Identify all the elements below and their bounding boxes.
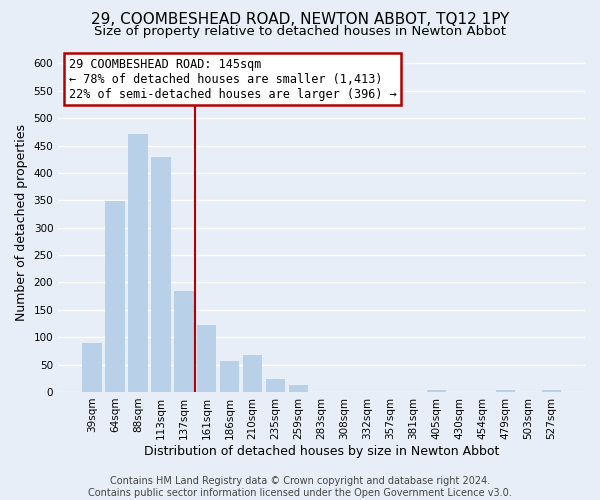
Text: Size of property relative to detached houses in Newton Abbot: Size of property relative to detached ho… — [94, 25, 506, 38]
Bar — [151, 156, 170, 392]
Text: Contains HM Land Registry data © Crown copyright and database right 2024.
Contai: Contains HM Land Registry data © Crown c… — [88, 476, 512, 498]
Bar — [105, 202, 125, 392]
Bar — [174, 290, 194, 392]
Text: 29 COOMBESHEAD ROAD: 145sqm
← 78% of detached houses are smaller (1,413)
22% of : 29 COOMBESHEAD ROAD: 145sqm ← 78% of det… — [69, 58, 397, 100]
Bar — [128, 134, 148, 392]
X-axis label: Distribution of detached houses by size in Newton Abbot: Distribution of detached houses by size … — [144, 444, 499, 458]
Y-axis label: Number of detached properties: Number of detached properties — [15, 124, 28, 320]
Bar — [427, 390, 446, 392]
Bar — [289, 386, 308, 392]
Text: 29, COOMBESHEAD ROAD, NEWTON ABBOT, TQ12 1PY: 29, COOMBESHEAD ROAD, NEWTON ABBOT, TQ12… — [91, 12, 509, 28]
Bar — [197, 325, 217, 392]
Bar — [82, 342, 101, 392]
Bar — [266, 379, 286, 392]
Bar — [496, 390, 515, 392]
Bar — [542, 390, 561, 392]
Bar — [220, 361, 239, 392]
Bar — [243, 356, 262, 392]
